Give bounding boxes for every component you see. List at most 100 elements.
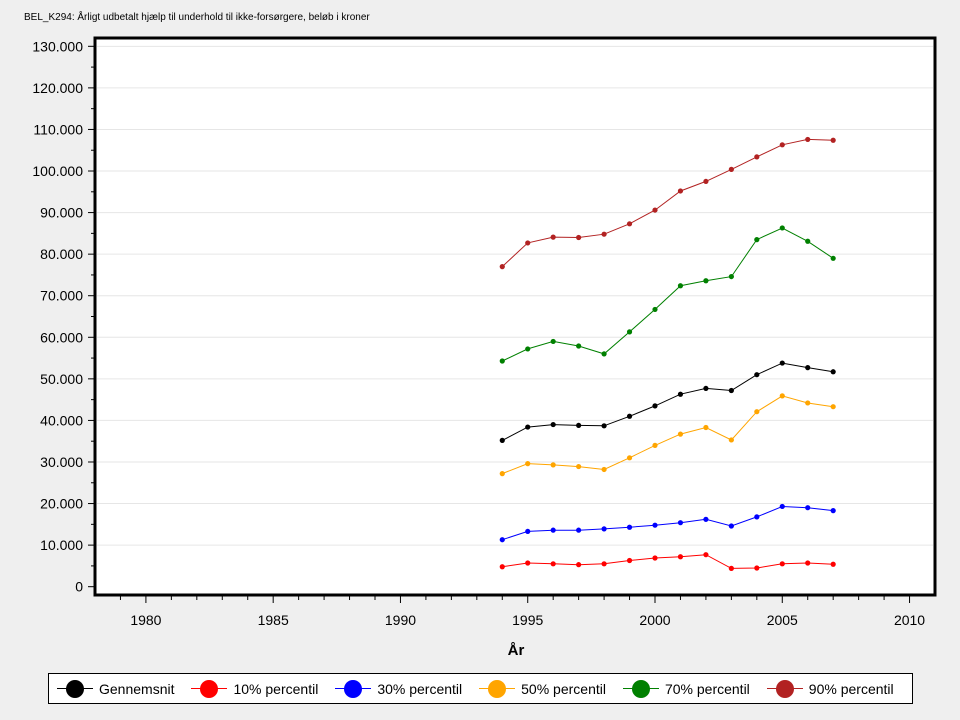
data-point: [626, 221, 633, 227]
data-point: [626, 329, 633, 335]
legend-label: 10% percentil: [233, 680, 319, 697]
legend-item: Gennemsnit: [57, 679, 175, 698]
data-point: [550, 527, 556, 533]
data-point: [525, 560, 531, 566]
series-line: [501, 138, 834, 267]
data-point: [830, 137, 836, 143]
data-point: [550, 234, 556, 240]
data-point: [652, 403, 658, 409]
data-point: [677, 188, 684, 194]
data-point: [830, 369, 836, 375]
data-point: [601, 466, 607, 473]
y-tick-label: 20.000: [40, 496, 83, 512]
data-point: [728, 523, 734, 529]
data-point: [499, 471, 505, 477]
data-point: [703, 385, 709, 392]
x-tick-label: 1980: [130, 612, 161, 628]
data-point: [703, 424, 709, 431]
data-point: [754, 154, 760, 160]
data-point: [677, 431, 684, 437]
series-line: [502, 505, 834, 541]
y-tick-label: 30.000: [40, 454, 83, 470]
chart-title: BEL_K294: Årligt udbetalt hjælp til unde…: [24, 12, 370, 23]
data-point: [677, 554, 684, 560]
data-point: [576, 422, 582, 429]
data-point: [576, 527, 582, 533]
y-tick-label: 80.000: [40, 246, 83, 262]
data-point: [499, 264, 505, 270]
data-point: [652, 442, 658, 448]
data-point: [728, 565, 734, 571]
series: [499, 393, 836, 477]
data-point: [626, 455, 633, 461]
data-point: [805, 505, 811, 511]
data-point: [601, 231, 607, 237]
data-point: [703, 178, 709, 185]
data-point: [805, 136, 811, 143]
legend-label: 90% percentil: [808, 680, 894, 697]
legend-swatch: [766, 679, 803, 698]
data-point: [728, 387, 734, 394]
series-line: [502, 395, 834, 475]
legend-marker: [488, 679, 507, 698]
data-point: [652, 555, 658, 561]
y-tick-label: 90.000: [40, 205, 83, 221]
data-point: [754, 514, 760, 520]
legend-marker: [66, 679, 84, 698]
data-point: [728, 273, 734, 280]
y-tick-label: 50.000: [40, 371, 83, 387]
y-tick-label: 120.000: [32, 80, 83, 96]
data-point: [805, 400, 811, 406]
data-point: [499, 437, 505, 443]
data-point: [550, 561, 556, 567]
y-tick-label: 0: [75, 579, 83, 595]
data-point: [550, 338, 556, 345]
plot-area: [93, 36, 937, 597]
x-axis-label: År: [508, 642, 525, 659]
legend-item: 30% percentil: [335, 679, 462, 698]
data-point: [703, 278, 709, 284]
data-point: [754, 565, 760, 571]
legend-item: 90% percentil: [766, 679, 894, 698]
data-point: [805, 365, 811, 371]
data-point: [677, 391, 684, 397]
series-line: [502, 362, 834, 441]
data-point: [626, 413, 633, 419]
data-point: [779, 561, 785, 567]
legend-marker: [344, 679, 363, 698]
y-tick-label: 40.000: [40, 412, 83, 428]
legend-label: Gennemsnit: [99, 680, 175, 697]
y-tick-label: 110.000: [33, 121, 83, 137]
gridlines: [97, 45, 933, 546]
x-axis: 1980 1985 1990 1995 2000 2005 2010: [119, 595, 925, 628]
data-point: [601, 423, 607, 429]
data-point: [779, 360, 785, 366]
data-point: [779, 393, 785, 399]
data-point: [830, 404, 836, 410]
line-chart: 0 10.000 20.000 30.000 40.000 50.000 60.000 70.…: [32, 36, 937, 659]
data-point: [779, 503, 785, 510]
data-point: [626, 557, 633, 564]
data-point: [576, 562, 582, 568]
data-point: [499, 564, 505, 570]
x-tick-label: 1985: [258, 612, 289, 628]
series: [499, 360, 836, 443]
data-point: [626, 524, 633, 530]
data-point: [550, 462, 556, 468]
data-point: [728, 166, 734, 172]
legend-swatch: [191, 679, 228, 698]
x-tick-label: 2010: [894, 612, 925, 628]
data-point: [601, 526, 607, 532]
data-point: [754, 237, 760, 243]
legend-swatch: [335, 679, 372, 698]
data-point: [703, 516, 709, 522]
data-point: [499, 358, 505, 364]
data-point: [728, 437, 734, 443]
data-point: [779, 142, 785, 148]
data-point: [499, 537, 505, 543]
data-point: [525, 346, 531, 352]
data-point: [677, 283, 684, 289]
legend-marker: [631, 679, 650, 698]
x-tick-label: 2000: [639, 612, 670, 628]
data-point: [754, 409, 760, 415]
